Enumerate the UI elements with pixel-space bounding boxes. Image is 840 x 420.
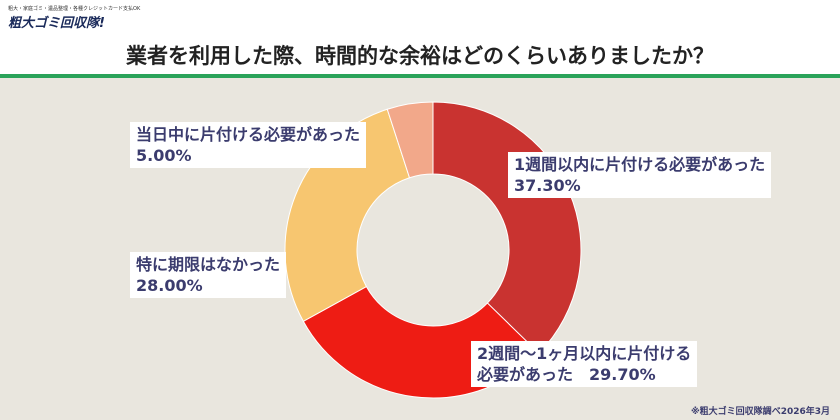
header: 粗大・家庭ゴミ・遺品整理・各種クレジットカード支払OK 粗大ゴミ回収隊! 業者を… (0, 0, 840, 74)
donut-slice-1 (432, 101, 582, 355)
data-label-2: 2週間～1ヶ月以内に片付ける 必要があった 29.70% (471, 341, 698, 387)
donut-slice-4 (386, 101, 434, 179)
data-label-3: 特に期限はなかった 28.00% (130, 252, 287, 298)
chart-title: 業者を利用した際、時間的な余裕はどのくらいありましたか？ (126, 44, 714, 68)
logo: 粗大ゴミ回収隊! (8, 16, 105, 31)
data-label-4: 当日中に片付ける必要があった 5.00% (130, 122, 367, 168)
source-note: ※粗大ゴミ回収隊調べ2026年3月 (690, 407, 830, 417)
logo-tagline: 粗大・家庭ゴミ・遺品整理・各種クレジットカード支払OK (8, 6, 141, 12)
title-divider (0, 74, 840, 78)
data-label-1: 1週間以内に片付ける必要があった 37.30% (508, 152, 772, 198)
